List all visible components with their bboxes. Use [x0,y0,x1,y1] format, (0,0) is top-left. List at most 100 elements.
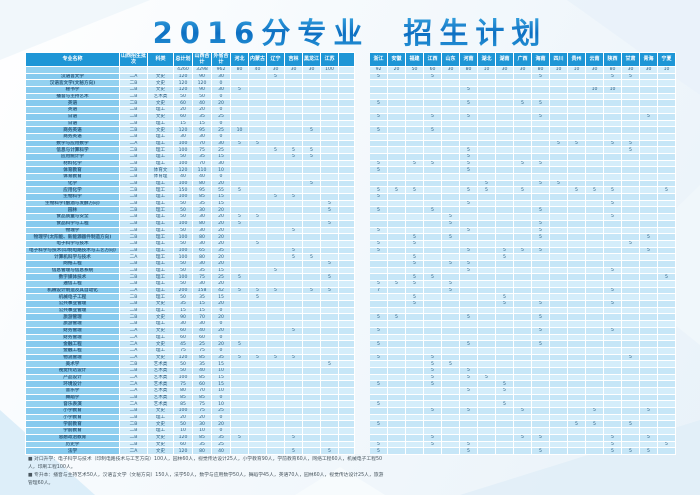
other-province-total-cell: 0 [211,106,231,114]
category-cell: 体育文 [147,166,174,174]
category-cell: 理工 [147,132,174,141]
province-value-cell [248,159,267,168]
province-value-cell [230,400,249,409]
province-value-cell: 5 [248,353,267,362]
other-province-total-cell: 15 [211,373,231,382]
province-value-cell [657,166,676,174]
province-value-cell [657,266,676,275]
total-plan-cell: 100 [173,139,193,148]
province-value-cell [320,313,339,322]
batch-cell [119,66,148,74]
province-value-cell [302,119,321,128]
province-value-cell: 5 [495,387,514,395]
province-value-cell [567,213,586,221]
province-value-cell [248,313,267,322]
province-value-cell [495,353,514,362]
province-value-cell [405,79,424,88]
province-value-cell [369,300,388,308]
province-value-cell [531,293,550,302]
major-name-cell: 数字媒体技术 [25,273,120,281]
province-value-cell: 5 [369,313,388,322]
spare-cell [338,132,355,141]
total-plan-cell: 10 [173,427,193,435]
province-value-cell [284,387,303,395]
other-province-total-cell: 25 [211,440,231,449]
province-value-cell [320,186,339,195]
province-value-cell [621,326,640,335]
gap-cell [355,67,370,74]
total-plan-cell: 50 [173,152,193,161]
province-value-cell [621,273,640,281]
gap-cell [355,307,370,314]
province-value-cell [531,152,550,161]
province-value-cell: 5 [459,246,478,255]
province-value-cell [513,400,532,409]
province-value-cell [513,213,532,221]
province-value-cell [567,346,586,355]
major-name-cell: 机械电子工程 [25,293,120,302]
province-value-cell: 10 [585,86,604,94]
table-row: 园林 二B 理工 50 30 20 5 5 5 5 [25,206,676,215]
province-value-cell [477,152,496,161]
province-value-cell [423,400,442,409]
province-value-cell [423,199,442,208]
province-value-cell [603,413,622,422]
province-value-cell: 5 [603,139,622,148]
spare-cell [338,213,355,221]
province-value-cell [248,86,267,94]
spare-cell [338,259,355,268]
province-value-cell: 5 [423,373,442,382]
other-province-total-cell: 35 [211,433,231,442]
province-value-cell [441,333,460,342]
province-value-cell [441,99,460,108]
gap-cell [355,200,370,207]
spare-cell [338,233,355,241]
province-value-cell [230,253,249,261]
province-value-cell [266,306,285,315]
province-value-cell [621,433,640,442]
province-value-cell: 5 [513,433,532,442]
province-value-cell [459,193,478,201]
province-value-cell [405,366,424,375]
province-value-cell: 5 [513,186,532,195]
province-value-cell [477,293,496,302]
other-province-total-cell: 0 [211,119,231,128]
category-cell: 理工 [147,146,174,154]
total-plan-cell: 120 [173,166,193,174]
province-value-cell: 5 [423,440,442,449]
province-value-cell [230,72,249,81]
spare-cell [338,373,355,382]
table-row: 产品设计 二A 艺术类 100 85 15 5 5 5 [25,373,676,382]
province-value-cell [585,132,604,141]
province-value-cell [549,259,568,268]
province-value-cell [657,132,676,141]
spare-cell [338,186,355,195]
column-header: 外省合计 [211,52,231,67]
province-value-cell: 5 [477,186,496,195]
province-value-cell: 5 [531,340,550,348]
province-value-cell: 30 [585,66,604,74]
province-value-cell [585,353,604,362]
category-cell: 理工 [147,199,174,208]
province-value-cell: 5 [284,353,303,362]
province-value-cell [567,353,586,362]
province-value-cell [266,293,285,302]
province-value-cell: 5 [495,380,514,388]
province-value-cell [495,427,514,435]
province-value-cell [603,373,622,382]
province-value-cell: 5 [459,440,478,449]
shanxi-total-cell: 95 [192,186,212,195]
province-value-cell [248,126,267,134]
province-value-cell [477,132,496,141]
province-value-cell [621,280,640,288]
province-value-cell: 5 [459,99,478,108]
province-value-cell [477,72,496,81]
province-value-cell [441,193,460,201]
province-value-cell [495,106,514,114]
batch-cell: 二A [119,387,148,395]
column-header: 山西招生批次 [119,52,148,67]
province-value-cell [369,293,388,302]
province-value-cell [549,106,568,114]
province-value-cell [230,119,249,128]
province-value-cell [248,106,267,114]
